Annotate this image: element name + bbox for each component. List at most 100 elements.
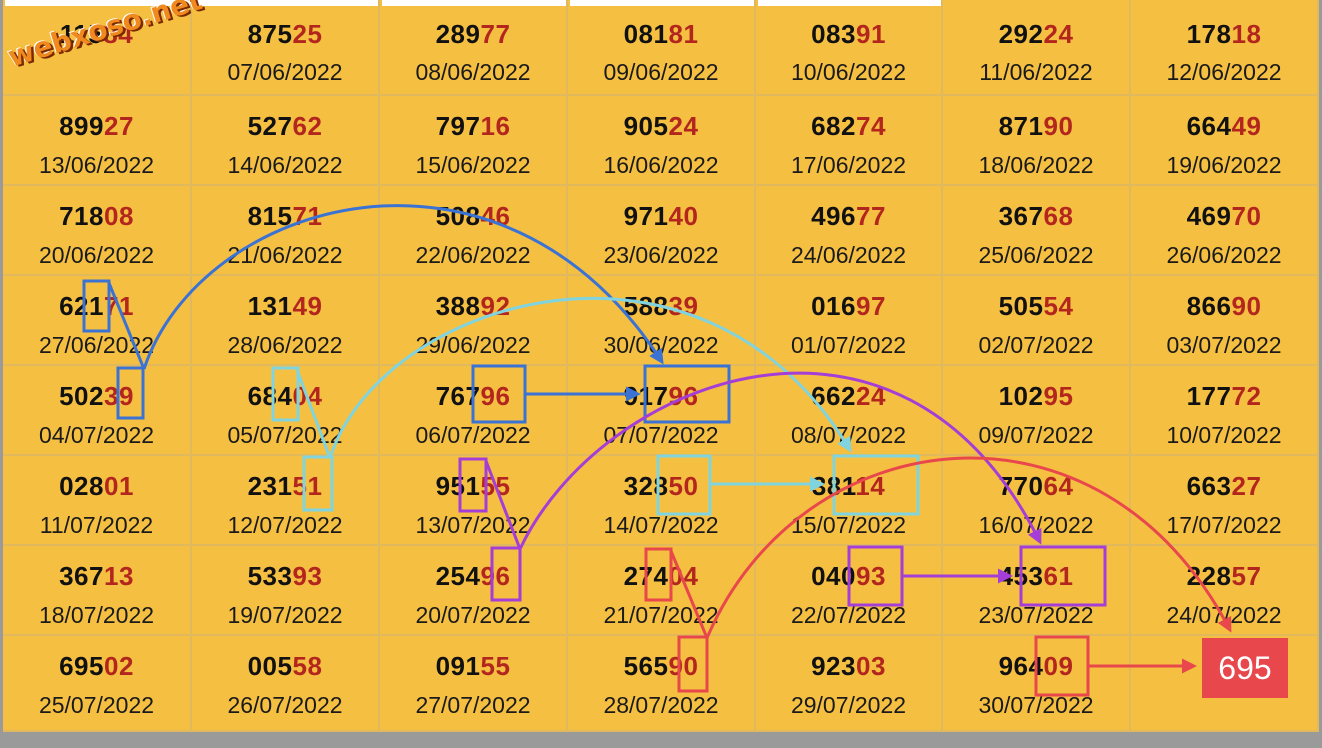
draw-date: 14/06/2022	[227, 152, 343, 178]
number-tail: 13	[103, 561, 134, 591]
number-head: 797	[435, 111, 481, 141]
number-tail: 95	[1043, 381, 1074, 411]
number-tail: 93	[292, 561, 323, 591]
result-number: 49677	[756, 200, 941, 232]
header-strip	[758, 0, 941, 6]
number-head: 663	[1186, 471, 1232, 501]
number-head: 621	[59, 291, 104, 321]
result-cell: 08181 09/06/2022	[568, 0, 756, 96]
number-head: 682	[811, 111, 856, 141]
draw-date: 29/07/2022	[790, 692, 907, 718]
result-cell: 66449 19/06/2022	[1131, 96, 1319, 186]
number-head: 367	[998, 201, 1044, 231]
result-cell: 29224 11/06/2022	[943, 0, 1131, 96]
draw-date: 20/06/2022	[38, 242, 155, 268]
number-head: 923	[811, 651, 856, 681]
result-number: 38892	[380, 290, 566, 322]
number-head: 770	[998, 471, 1044, 501]
number-head: 388	[435, 291, 481, 321]
number-head: 871	[998, 111, 1044, 141]
number-tail: 04	[292, 381, 323, 411]
result-cell: 28977 08/06/2022	[380, 0, 568, 96]
result-number: 50239	[3, 380, 190, 412]
number-tail: 02	[103, 651, 134, 681]
number-tail: 46	[480, 201, 511, 231]
draw-date: 22/06/2022	[415, 242, 531, 268]
result-cell: 68404 05/07/2022	[192, 366, 380, 456]
draw-date: 04/07/2022	[38, 422, 155, 448]
number-tail: 64	[1043, 471, 1074, 501]
number-head: 508	[435, 201, 481, 231]
result-number: 79716	[380, 110, 566, 142]
result-cell: 66224 08/07/2022	[756, 366, 943, 456]
draw-date: 30/07/2022	[978, 692, 1094, 718]
draw-date: 09/06/2022	[603, 59, 719, 85]
result-cell: 87190 18/06/2022	[943, 96, 1131, 186]
number-tail: 24	[1043, 19, 1074, 49]
result-number: 50554	[943, 290, 1129, 322]
draw-date: 08/06/2022	[415, 59, 531, 85]
result-cell: 87525 07/06/2022	[192, 0, 380, 96]
draw-date: 29/06/2022	[415, 332, 531, 358]
result-cell: 38892 29/06/2022	[380, 276, 568, 366]
draw-date: 11/07/2022	[39, 512, 154, 538]
result-number: 36713	[3, 560, 190, 592]
result-cell: 71808 20/06/2022	[3, 186, 192, 276]
number-head: 588	[623, 291, 669, 321]
result-number: 87525	[192, 18, 378, 50]
result-number: 90524	[568, 110, 754, 142]
result-cell: 04093 22/07/2022	[756, 546, 943, 636]
draw-date: 18/07/2022	[38, 602, 155, 628]
result-cell: 49677 24/06/2022	[756, 186, 943, 276]
number-head: 274	[623, 561, 669, 591]
number-head: 228	[1186, 561, 1232, 591]
result-cell: 58839 30/06/2022	[568, 276, 756, 366]
draw-date: 27/06/2022	[38, 332, 155, 358]
result-number: 92303	[756, 650, 941, 682]
number-head: 533	[247, 561, 293, 591]
result-cell: 08391 10/06/2022	[756, 0, 943, 96]
number-tail: 84	[103, 19, 134, 49]
number-head: 178	[1186, 19, 1232, 49]
result-cell: 46970 26/06/2022	[1131, 186, 1319, 276]
result-cell: 50846 22/06/2022	[380, 186, 568, 276]
number-tail: 01	[103, 471, 134, 501]
result-cell: 02801 11/07/2022	[3, 456, 192, 546]
result-cell: 69502 25/07/2022	[3, 636, 192, 732]
result-number: 09155	[380, 650, 566, 682]
result-number: 17818	[1131, 18, 1317, 50]
draw-date: 14/07/2022	[603, 512, 719, 538]
number-head: 328	[623, 471, 669, 501]
number-tail: 72	[1231, 381, 1262, 411]
result-number: 00558	[192, 650, 378, 682]
number-head: 254	[435, 561, 481, 591]
result-number: 25496	[380, 560, 566, 592]
draw-date: 20/07/2022	[415, 602, 531, 628]
result-number: 13149	[192, 290, 378, 322]
result-number: 71808	[3, 200, 190, 232]
number-head: 866	[1186, 291, 1232, 321]
draw-date: 28/07/2022	[603, 692, 719, 718]
number-tail: 92	[480, 291, 511, 321]
draw-date: 25/06/2022	[978, 242, 1094, 268]
draw-date: 28/06/2022	[227, 332, 343, 358]
result-cell: 01697 01/07/2022	[756, 276, 943, 366]
draw-date: 12/06/2022	[1166, 59, 1282, 85]
draw-date: 10/06/2022	[790, 59, 907, 85]
number-tail: 54	[1043, 291, 1074, 321]
result-number: 66224	[756, 380, 941, 412]
number-tail: 61	[1043, 561, 1074, 591]
draw-date: 06/07/2022	[415, 422, 531, 448]
number-head: 815	[247, 201, 293, 231]
result-number: 62171	[3, 290, 190, 322]
result-cell: 91796 07/07/2022	[568, 366, 756, 456]
result-number: 45361	[943, 560, 1129, 592]
header-strip	[382, 0, 566, 6]
result-number: 22857	[1131, 560, 1317, 592]
number-head: 016	[811, 291, 856, 321]
result-cell: 23151 12/07/2022	[192, 456, 380, 546]
number-head: 028	[59, 471, 104, 501]
header-strip	[570, 0, 754, 6]
result-number: 97140	[568, 200, 754, 232]
number-head: 367	[59, 561, 104, 591]
